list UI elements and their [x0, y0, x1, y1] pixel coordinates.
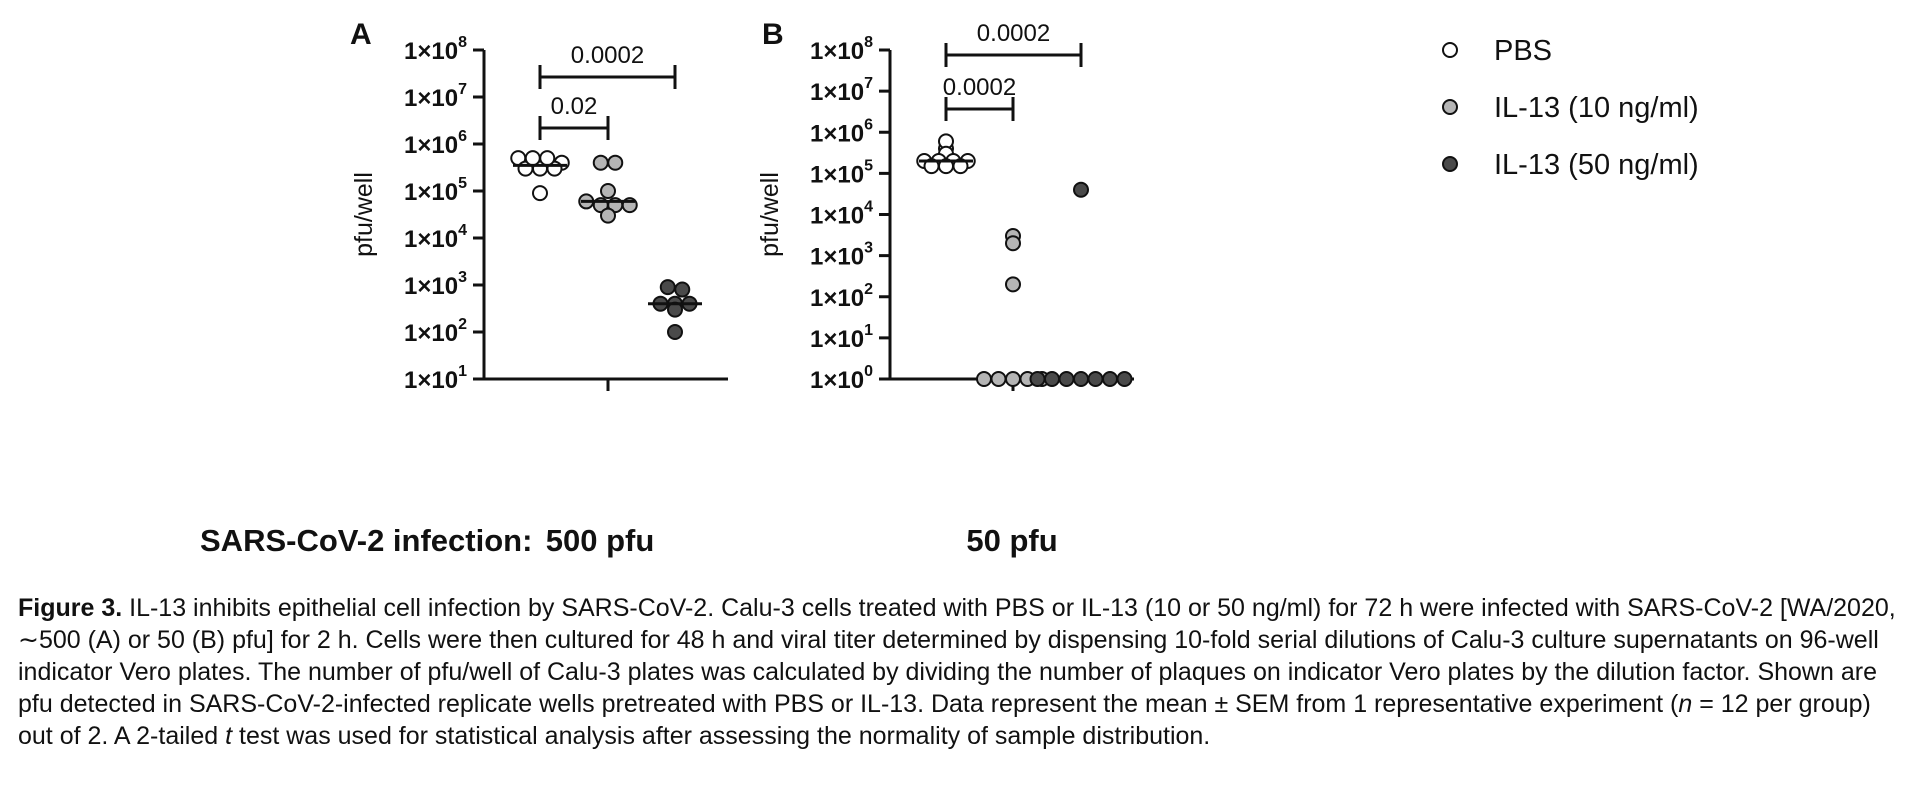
- data-point: [990, 371, 1007, 387]
- y-tick-label: 1×101: [404, 363, 467, 394]
- significance-bracket: [944, 97, 1015, 121]
- p-value-label: 0.0002: [977, 20, 1050, 47]
- y-tick-label: 1×106: [810, 116, 873, 147]
- y-axis-title: pfu/well: [350, 172, 378, 257]
- data-point: [1116, 371, 1133, 387]
- caption-text-2: = 12 per group) out of 2. A 2-tailed: [18, 690, 1871, 750]
- data-point: [607, 154, 624, 171]
- data-point: [1005, 235, 1021, 252]
- caption-text-3: test was used for statistical analysis a…: [232, 722, 1211, 750]
- data-point: [1005, 371, 1021, 387]
- y-tick-label: 1×100: [810, 363, 873, 394]
- legend-label: IL-13 (10 ng/ml): [1494, 92, 1699, 124]
- legend-label: PBS: [1494, 35, 1552, 67]
- data-point: [1087, 371, 1104, 387]
- figure-3-chart: A 1×108 1×107 1×106 1×105 1×104 1×103 1×102 1×10…: [200, 18, 1699, 558]
- data-point: [524, 150, 541, 167]
- y-tick-label: 1×107: [810, 75, 873, 106]
- y-tick-label: 1×108: [810, 34, 873, 65]
- panel-b: B 1×108 1×107 1×106 1×105 1×104 1×103 1×102 1×10…: [756, 18, 1134, 558]
- data-point: [1058, 371, 1075, 387]
- data-point: [659, 279, 676, 296]
- y-tick-label: 1×105: [404, 175, 467, 206]
- data-point: [667, 324, 683, 340]
- legend: PBS IL-13 (10 ng/ml) IL-13 (50 ng/ml): [1442, 35, 1699, 181]
- x-category-label: 500 pfu: [546, 523, 655, 558]
- legend-marker: [1442, 99, 1458, 115]
- y-tick-label: 1×105: [810, 157, 873, 188]
- caption-t-symbol: t: [225, 722, 233, 750]
- data-point: [1029, 371, 1046, 387]
- significance-bracket: [538, 116, 610, 140]
- data-point: [539, 150, 556, 167]
- data-point: [600, 183, 616, 199]
- panel-a: A 1×108 1×107 1×106 1×105 1×104 1×103 1×102 1×10…: [350, 18, 728, 558]
- significance-bracket: [944, 43, 1083, 67]
- y-tick-label: 1×104: [404, 222, 467, 253]
- significance-bracket: [538, 65, 677, 89]
- p-value-label: 0.0002: [571, 42, 644, 69]
- data-point: [1044, 371, 1060, 387]
- data-point: [1073, 181, 1089, 198]
- y-tick-label: 1×107: [404, 81, 467, 112]
- data-point: [1005, 276, 1021, 293]
- data-point: [592, 154, 609, 171]
- y-tick-label: 1×108: [404, 34, 467, 65]
- data-point: [1073, 371, 1089, 387]
- data-point: [952, 158, 969, 175]
- panel-label: A: [350, 18, 372, 51]
- y-tick-label: 1×102: [404, 316, 467, 347]
- data-point: [976, 371, 992, 387]
- y-tick-label: 1×102: [810, 281, 873, 312]
- legend-marker: [1442, 156, 1458, 172]
- data-point: [674, 281, 691, 298]
- infection-label: SARS-CoV-2 infection:: [200, 523, 532, 558]
- y-axis-title: pfu/well: [756, 172, 784, 257]
- caption-figure-label: Figure 3.: [18, 594, 123, 622]
- legend-label: IL-13 (50 ng/ml): [1494, 149, 1699, 181]
- caption-n-symbol: n: [1678, 690, 1693, 718]
- data-point: [600, 207, 616, 224]
- y-tick-label: 1×106: [404, 128, 467, 159]
- figure-caption: Figure 3. IL-13 inhibits epithelial cell…: [18, 592, 1898, 752]
- data-point: [532, 185, 548, 202]
- y-tick-label: 1×101: [810, 322, 873, 353]
- panel-label: B: [762, 18, 784, 51]
- y-tick-label: 1×104: [810, 199, 873, 230]
- p-value-label: 0.02: [551, 93, 598, 120]
- legend-marker: [1442, 42, 1458, 58]
- data-point: [1102, 371, 1118, 387]
- caption-text-1: IL-13 inhibits epithelial cell infection…: [18, 594, 1896, 718]
- p-value-label: 0.0002: [943, 74, 1016, 101]
- x-category-label: 50 pfu: [966, 523, 1057, 558]
- y-tick-label: 1×103: [404, 269, 467, 300]
- y-tick-label: 1×103: [810, 240, 873, 271]
